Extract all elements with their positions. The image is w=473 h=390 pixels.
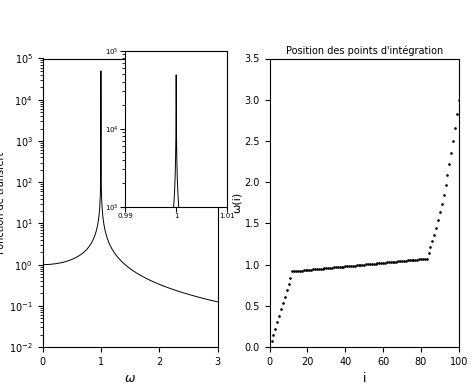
Y-axis label: ω(i): ω(i)	[232, 192, 242, 213]
Y-axis label: Fonction de transfert: Fonction de transfert	[0, 152, 6, 254]
X-axis label: $\omega$: $\omega$	[124, 372, 136, 385]
Title: Position des points d'intégration: Position des points d'intégration	[286, 46, 443, 56]
X-axis label: i: i	[362, 372, 366, 385]
